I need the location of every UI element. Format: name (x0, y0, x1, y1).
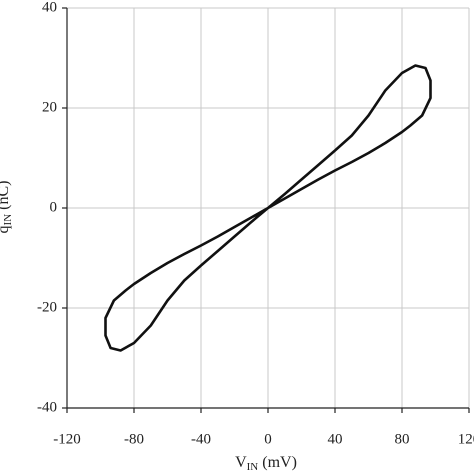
y-axis-label: qIN (nC) (0, 181, 14, 234)
y-tick-label: 20 (42, 99, 57, 115)
x-tick-label: -80 (124, 431, 144, 447)
y-tick-label: -40 (37, 399, 57, 415)
x-tick-label: 40 (328, 431, 343, 447)
y-label-sub: IN (2, 214, 14, 226)
x-tick-label: -120 (53, 431, 81, 447)
x-label-main: V (235, 454, 247, 471)
x-tick-label: 80 (395, 431, 410, 447)
x-axis-label: VIN (mV) (235, 454, 297, 473)
y-tick-label: 40 (42, 0, 57, 15)
loop-curve (104, 64, 432, 352)
x-tick-label: 120 (458, 431, 474, 447)
x-tick-label: 0 (264, 431, 272, 447)
y-tick-label: 0 (50, 199, 58, 215)
y-label-unit: (nC) (0, 181, 12, 210)
y-tick-label: -20 (37, 299, 57, 315)
x-label-sub: IN (247, 461, 259, 473)
x-tick-label: -40 (191, 431, 211, 447)
x-label-unit: (mV) (262, 454, 297, 471)
y-label-main: q (0, 225, 12, 233)
